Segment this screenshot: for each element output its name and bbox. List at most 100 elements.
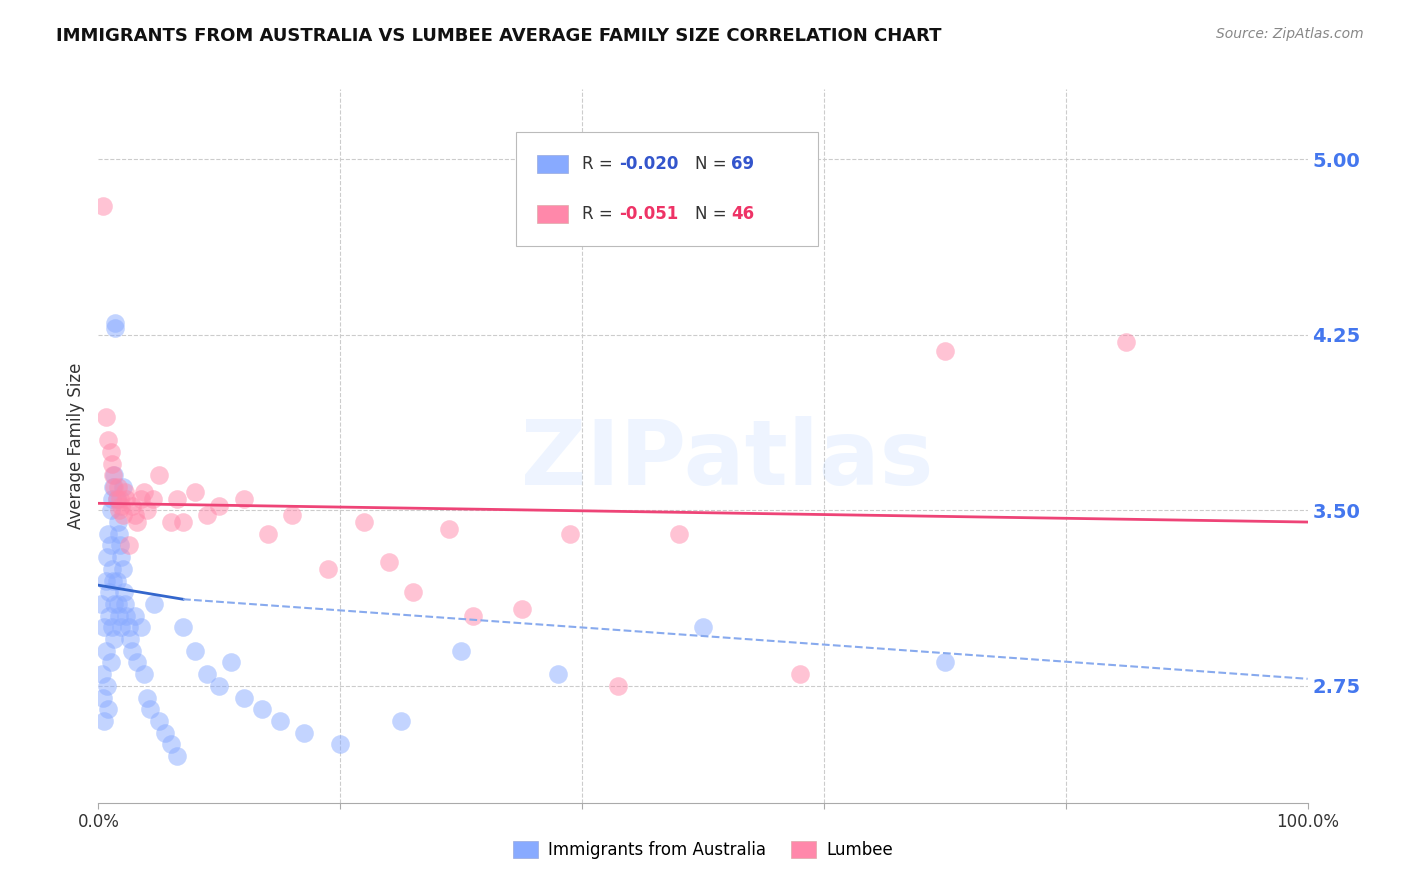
Point [353, 515, 375, 529]
Point [127, 656, 149, 670]
Point [153, 725, 176, 739]
Point [1115, 334, 1137, 349]
Point [232, 491, 254, 506]
Point [108, 526, 131, 541]
Point [107, 480, 129, 494]
Text: R =: R = [582, 205, 623, 223]
Point [111, 508, 134, 522]
Point [166, 491, 188, 506]
Point [107, 515, 129, 529]
Point [463, 608, 485, 623]
Point [115, 491, 138, 506]
Point [101, 480, 124, 494]
Point [94, 409, 117, 424]
Point [91, 199, 114, 213]
Point [377, 555, 399, 569]
Point [118, 538, 141, 552]
Point [134, 484, 156, 499]
Point [124, 608, 146, 623]
Point [91, 667, 114, 681]
Point [316, 562, 339, 576]
Point [607, 679, 630, 693]
Point [115, 608, 138, 623]
Point [184, 644, 207, 658]
Point [111, 562, 134, 576]
Point [100, 562, 122, 576]
Point [94, 574, 117, 588]
Point [105, 491, 128, 506]
Point [114, 597, 136, 611]
Point [135, 690, 157, 705]
Point [97, 433, 120, 447]
Point [329, 737, 352, 751]
Point [127, 515, 149, 529]
Point [91, 690, 114, 705]
Point [96, 679, 118, 693]
Point [124, 508, 146, 522]
Point [148, 714, 170, 728]
Point [256, 526, 278, 541]
Point [107, 597, 129, 611]
Point [195, 508, 218, 522]
Point [510, 601, 533, 615]
Point [450, 644, 472, 658]
Point [547, 667, 569, 681]
Bar [537, 155, 568, 173]
Point [100, 457, 122, 471]
Point [118, 632, 141, 646]
Point [97, 526, 120, 541]
Y-axis label: Average Family Size: Average Family Size [66, 363, 84, 529]
Bar [537, 205, 568, 223]
Point [250, 702, 273, 716]
Point [129, 491, 152, 506]
Point [389, 714, 412, 728]
Point [160, 737, 183, 751]
Point [108, 491, 131, 506]
Point [108, 503, 131, 517]
Legend: Immigrants from Australia, Lumbee: Immigrants from Australia, Lumbee [506, 834, 900, 866]
Point [208, 499, 231, 513]
Point [142, 491, 165, 506]
Point [96, 550, 118, 565]
Point [103, 468, 125, 483]
Point [108, 538, 131, 552]
Point [172, 515, 194, 529]
Text: IMMIGRANTS FROM AUSTRALIA VS LUMBEE AVERAGE FAMILY SIZE CORRELATION CHART: IMMIGRANTS FROM AUSTRALIA VS LUMBEE AVER… [56, 27, 942, 45]
Point [184, 484, 207, 499]
Point [100, 620, 122, 634]
Text: R =: R = [582, 155, 619, 173]
Point [104, 321, 127, 335]
Point [789, 667, 811, 681]
Text: N =: N = [695, 205, 731, 223]
Point [148, 468, 170, 483]
Point [90, 597, 112, 611]
Point [93, 620, 115, 634]
Point [100, 656, 122, 670]
Text: 69: 69 [731, 155, 754, 173]
Point [160, 515, 183, 529]
Point [111, 480, 134, 494]
Point [208, 679, 231, 693]
Text: Source: ZipAtlas.com: Source: ZipAtlas.com [1216, 27, 1364, 41]
Point [129, 620, 152, 634]
Point [98, 585, 121, 599]
Point [100, 503, 122, 517]
Point [101, 468, 124, 483]
Point [98, 608, 121, 623]
Point [118, 620, 141, 634]
Bar [516, 132, 818, 246]
Point [934, 656, 956, 670]
Point [143, 597, 166, 611]
Text: N =: N = [695, 155, 731, 173]
Point [103, 480, 125, 494]
Point [114, 484, 136, 499]
Point [139, 702, 162, 716]
Point [281, 508, 304, 522]
Point [105, 491, 128, 506]
Point [112, 585, 135, 599]
Text: 46: 46 [731, 205, 754, 223]
Point [110, 550, 132, 565]
Point [232, 690, 254, 705]
Point [94, 644, 117, 658]
Point [108, 608, 131, 623]
